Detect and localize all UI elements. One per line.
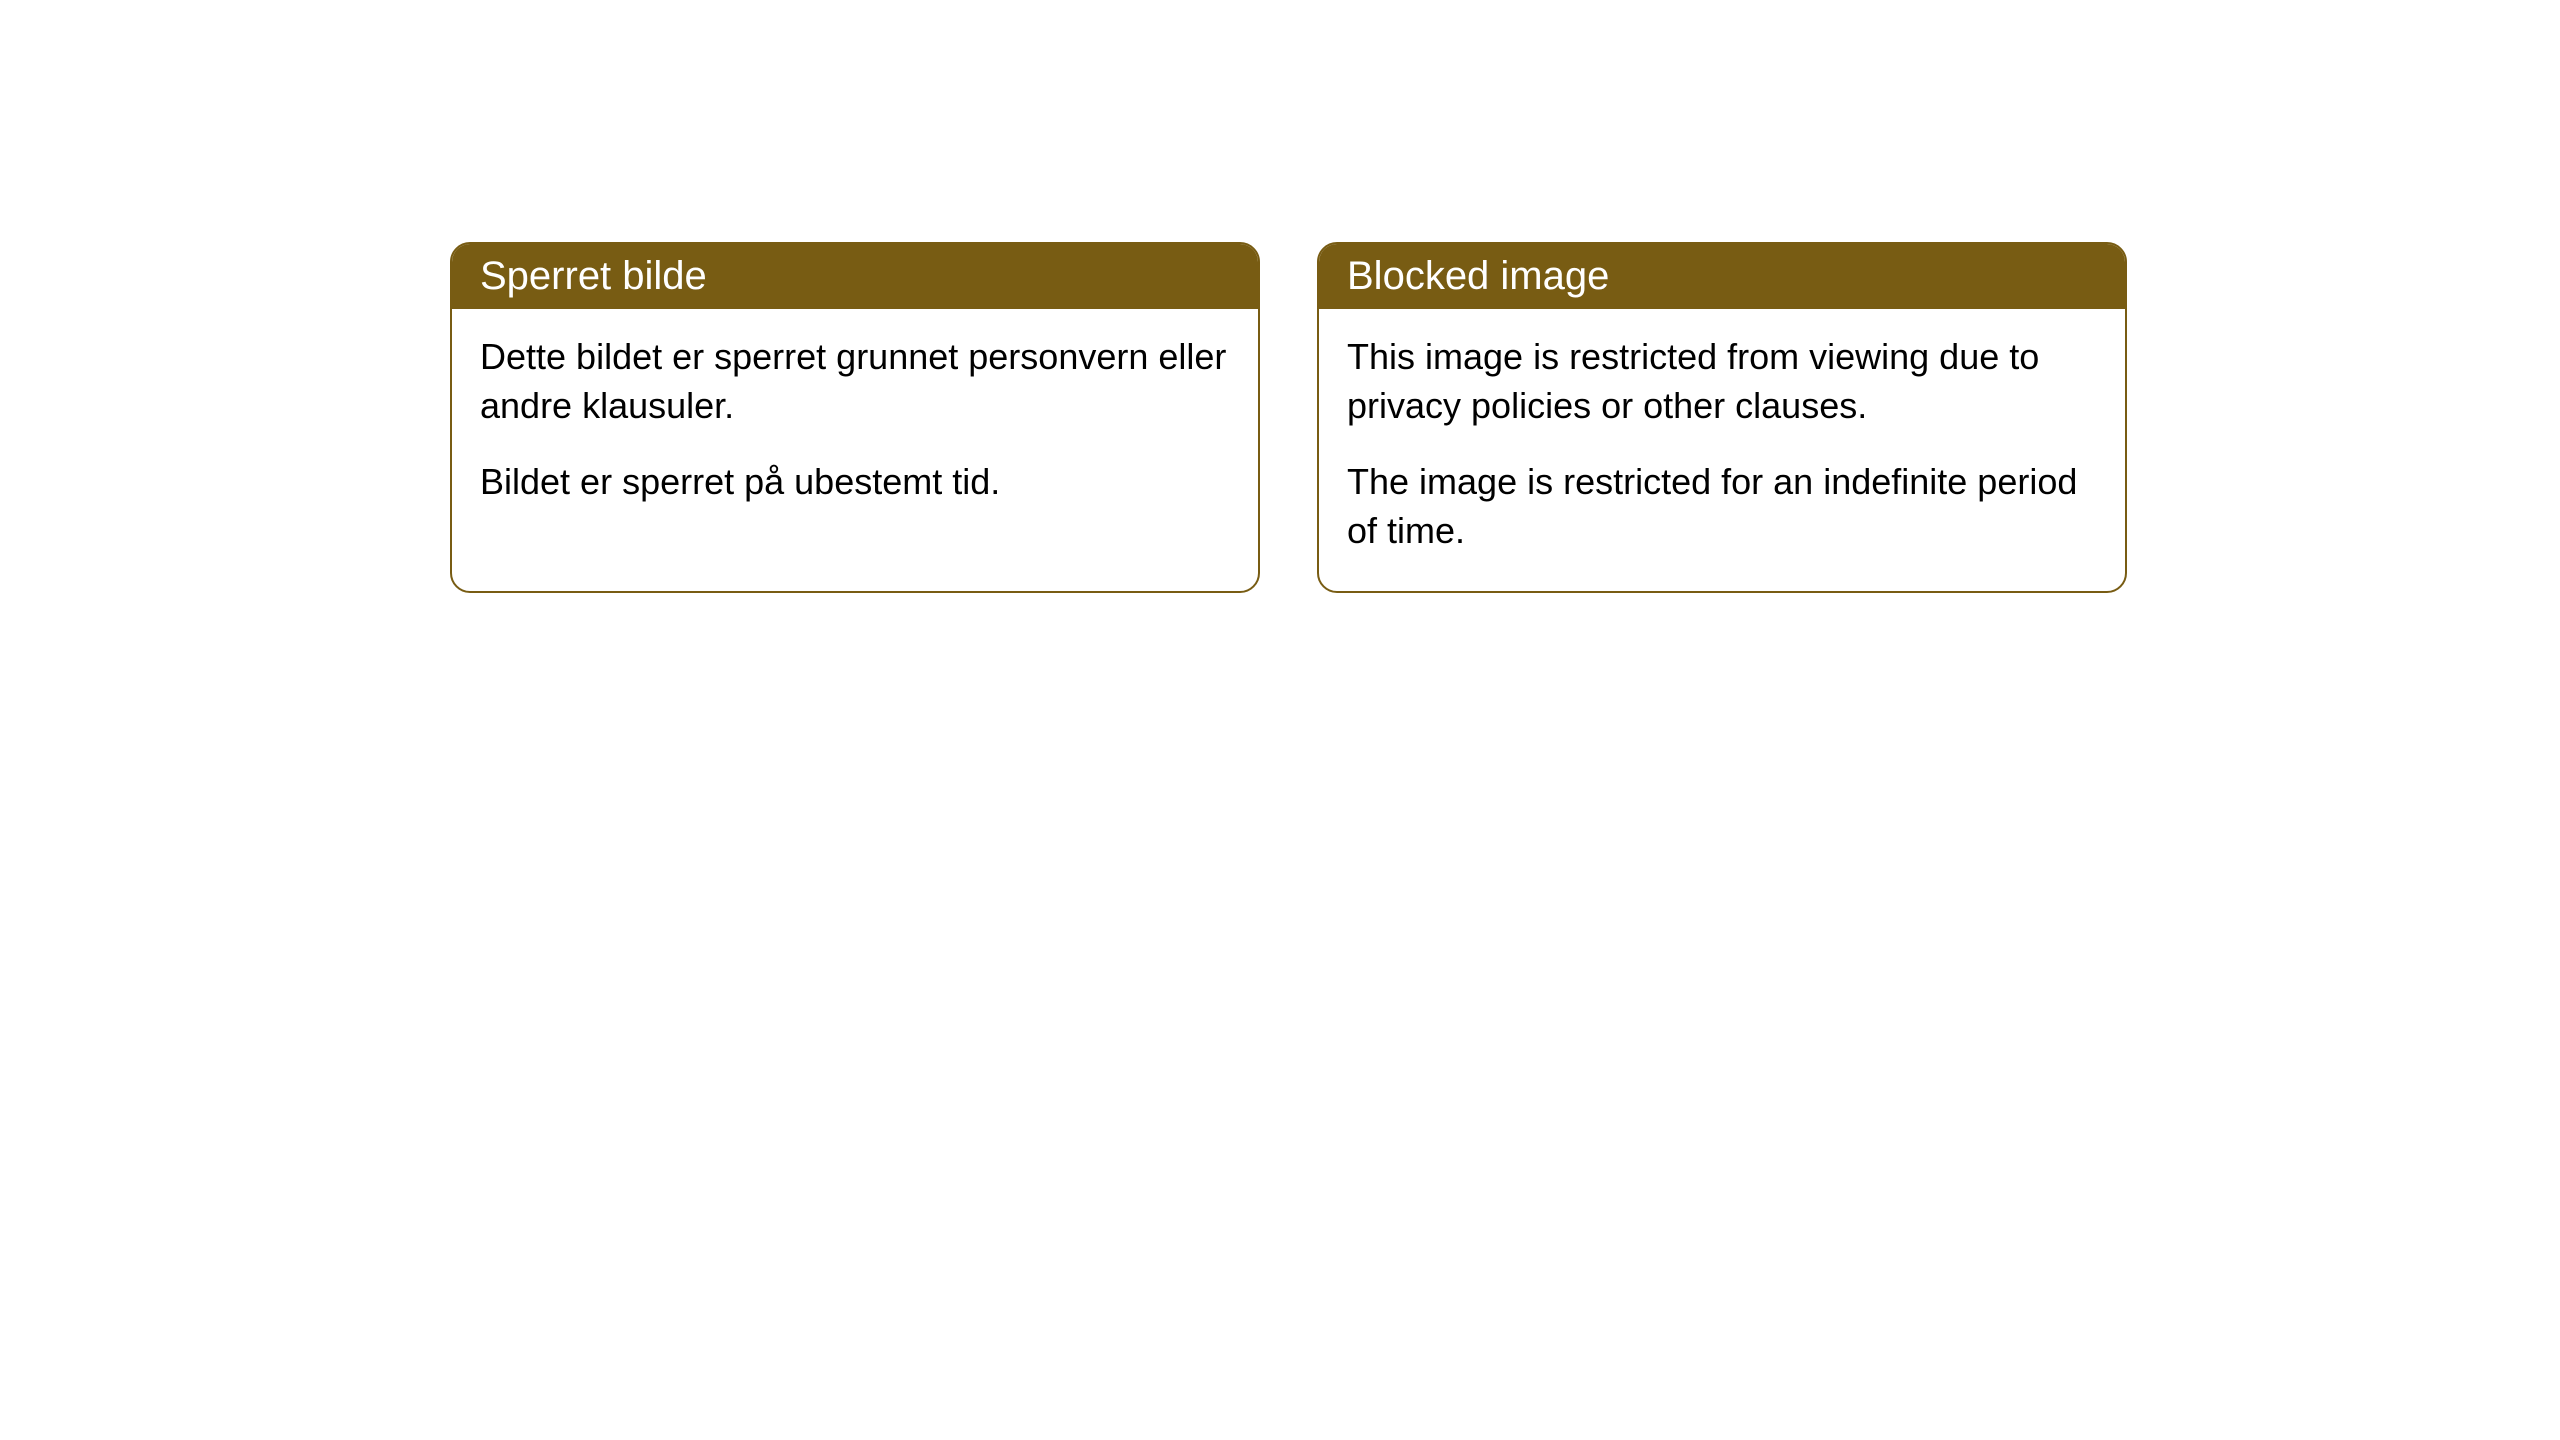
notice-cards-container: Sperret bilde Dette bildet er sperret gr… (450, 242, 2560, 593)
card-paragraph: The image is restricted for an indefinit… (1347, 458, 2097, 555)
card-paragraph: Bildet er sperret på ubestemt tid. (480, 458, 1230, 507)
card-body-english: This image is restricted from viewing du… (1319, 309, 2125, 591)
card-title: Sperret bilde (480, 254, 707, 298)
blocked-image-card-english: Blocked image This image is restricted f… (1317, 242, 2127, 593)
card-title: Blocked image (1347, 254, 1609, 298)
card-paragraph: Dette bildet er sperret grunnet personve… (480, 333, 1230, 430)
card-header-english: Blocked image (1319, 244, 2125, 309)
card-header-norwegian: Sperret bilde (452, 244, 1258, 309)
card-paragraph: This image is restricted from viewing du… (1347, 333, 2097, 430)
blocked-image-card-norwegian: Sperret bilde Dette bildet er sperret gr… (450, 242, 1260, 593)
card-body-norwegian: Dette bildet er sperret grunnet personve… (452, 309, 1258, 543)
